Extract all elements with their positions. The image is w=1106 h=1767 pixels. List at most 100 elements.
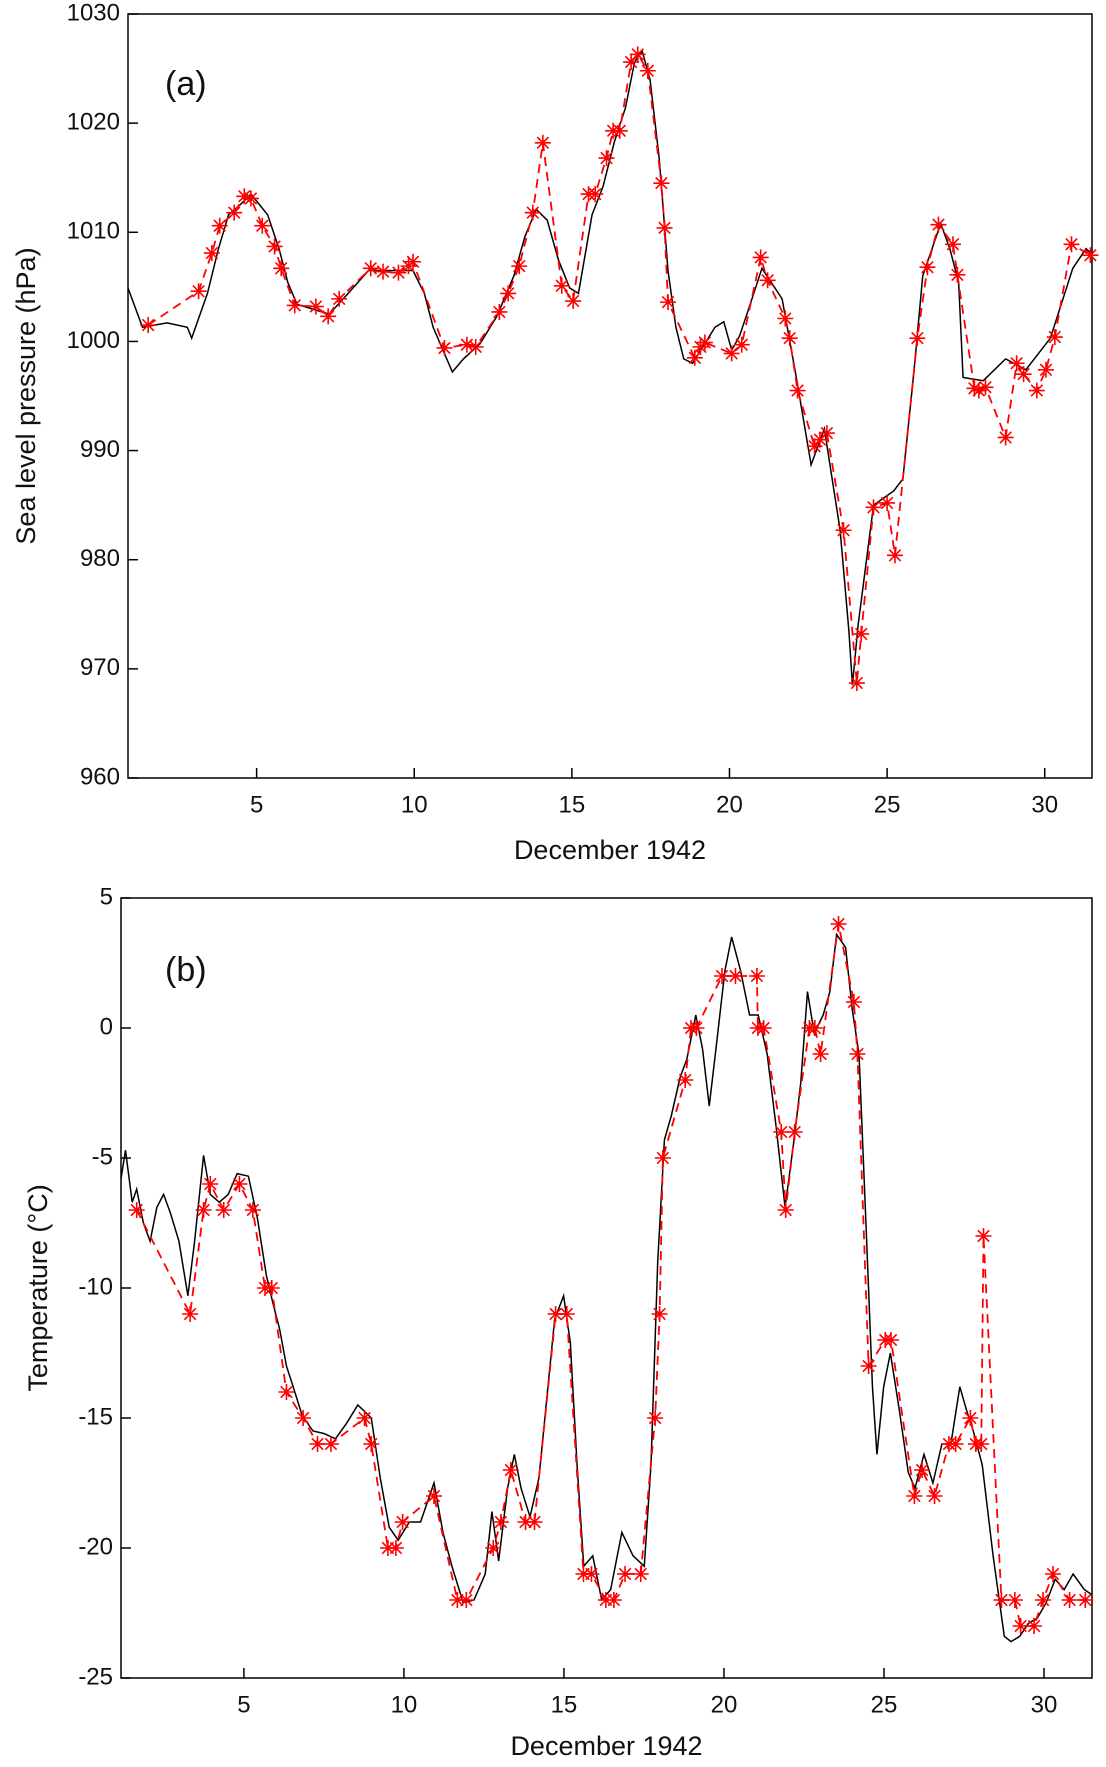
point-marker [182, 1306, 199, 1322]
y-tick-label: 1020 [67, 108, 120, 135]
point-marker [830, 916, 847, 932]
x-tick-label: 5 [237, 1691, 250, 1718]
point-marker [553, 277, 570, 294]
point-marker [500, 285, 517, 302]
y-tick-label: 990 [80, 436, 120, 463]
y-tick-label: 1000 [67, 327, 120, 354]
point-marker [605, 1592, 622, 1608]
x-tick-label: 10 [401, 791, 428, 818]
point-marker [696, 334, 713, 351]
point-marker [524, 204, 541, 221]
y-tick-label: 5 [100, 883, 113, 910]
point-marker [632, 1566, 649, 1582]
point-marker [278, 1384, 295, 1400]
point-marker [363, 1436, 380, 1452]
point-marker [502, 1462, 519, 1478]
point-marker [1028, 382, 1045, 399]
point-marker [930, 216, 947, 233]
point-marker [286, 297, 303, 314]
point-marker [587, 186, 604, 203]
x-tick-label: 10 [391, 1691, 418, 1718]
y-axis-label: Sea level pressure (hPa) [11, 247, 41, 544]
point-marker [215, 1202, 232, 1218]
point-marker [686, 349, 703, 366]
point-marker [962, 1410, 979, 1426]
point-marker [236, 188, 253, 205]
point-marker [883, 1332, 900, 1348]
point-marker [242, 190, 259, 207]
x-tick-label: 20 [711, 1691, 738, 1718]
point-marker [517, 1514, 534, 1530]
point-marker [320, 308, 337, 325]
point-marker [909, 330, 926, 347]
point-marker [1008, 355, 1025, 372]
point-marker [597, 1592, 614, 1608]
point-marker [526, 1514, 543, 1530]
x-tick-label: 15 [551, 1691, 578, 1718]
point-marker [1077, 1592, 1094, 1608]
point-marker [723, 345, 740, 362]
point-marker [714, 968, 731, 984]
panel-label: (a) [165, 65, 207, 103]
point-marker [1012, 1618, 1029, 1634]
x-tick-label: 25 [874, 791, 901, 818]
point-marker [1037, 361, 1054, 378]
x-tick-label: 15 [559, 791, 586, 818]
point-marker [458, 1592, 475, 1608]
point-marker [818, 425, 835, 442]
y-tick-label: 0 [100, 1013, 113, 1040]
point-marker [975, 1228, 992, 1244]
point-marker [906, 1488, 923, 1504]
point-marker [362, 260, 379, 277]
point-marker [1015, 366, 1032, 383]
point-marker [848, 675, 865, 692]
point-marker [485, 1540, 502, 1556]
point-marker [977, 379, 994, 396]
point-marker [583, 1566, 600, 1582]
y-tick-label: -10 [78, 1273, 113, 1300]
point-marker [639, 62, 656, 79]
point-marker [458, 336, 475, 353]
x-tick-label: 30 [1031, 791, 1058, 818]
point-marker [203, 245, 220, 262]
point-marker [226, 204, 243, 221]
point-marker [997, 429, 1014, 446]
point-marker [777, 310, 794, 327]
point-marker [919, 259, 936, 276]
x-axis-label: December 1942 [510, 1731, 702, 1761]
point-marker [128, 1202, 145, 1218]
point-marker [966, 380, 983, 397]
point-marker [835, 522, 852, 539]
y-tick-label: 1010 [67, 218, 120, 245]
panel-label: (b) [165, 951, 207, 989]
point-marker [806, 438, 823, 455]
point-marker [309, 1436, 326, 1452]
point-marker [879, 494, 896, 511]
point-marker [1044, 1566, 1061, 1582]
point-marker [140, 317, 157, 334]
point-marker [1082, 247, 1099, 264]
point-marker [654, 1150, 671, 1166]
point-marker [231, 1176, 248, 1192]
point-marker [973, 1436, 990, 1452]
point-marker [789, 382, 806, 399]
point-marker [660, 294, 677, 311]
point-marker [926, 1488, 943, 1504]
point-marker [1006, 1592, 1023, 1608]
point-marker [759, 272, 776, 289]
point-marker [781, 330, 798, 347]
point-marker [244, 1202, 261, 1218]
point-marker [467, 338, 484, 355]
point-marker [565, 293, 582, 310]
y-tick-label: -25 [78, 1663, 113, 1690]
point-marker [394, 1514, 411, 1530]
x-tick-label: 25 [871, 1691, 898, 1718]
point-marker [944, 236, 961, 253]
point-marker [492, 1514, 509, 1530]
point-marker [727, 968, 744, 984]
point-marker [811, 431, 828, 448]
point-marker [491, 303, 508, 320]
point-marker [755, 1020, 772, 1036]
point-marker [1061, 1592, 1078, 1608]
